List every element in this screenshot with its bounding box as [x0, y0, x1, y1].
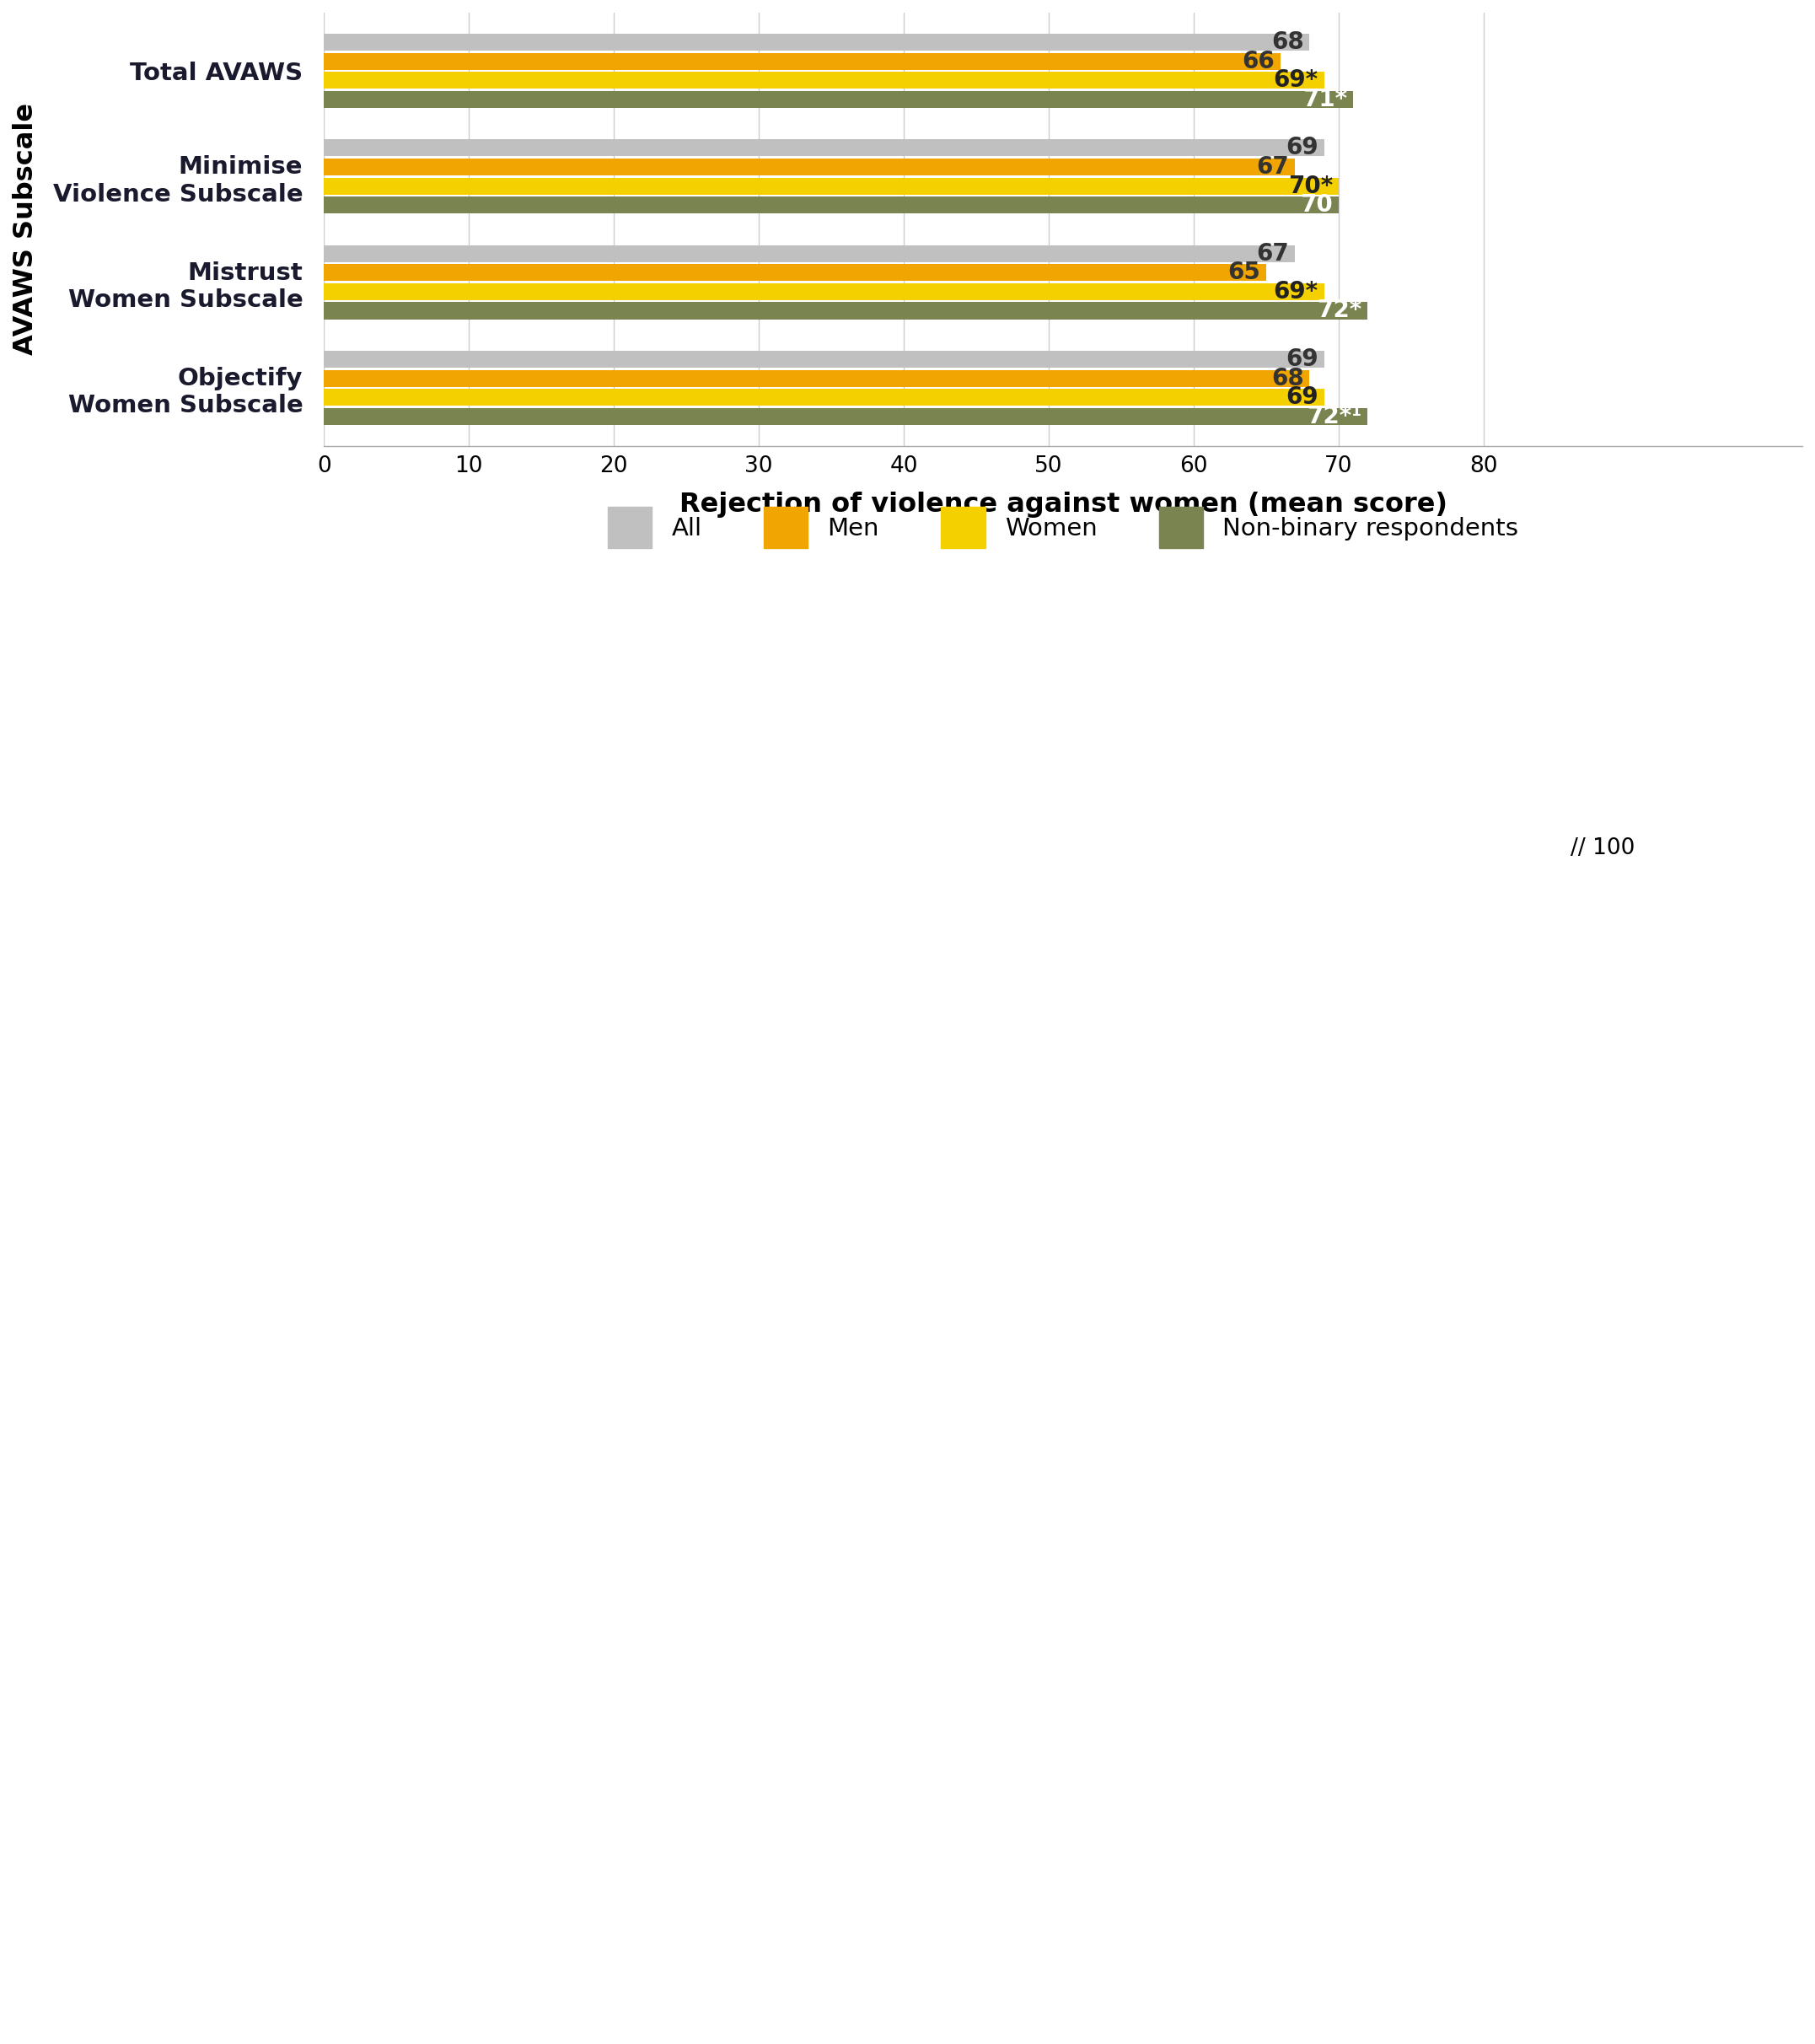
Bar	[323, 178, 1338, 194]
Text: 70*: 70*	[1289, 174, 1332, 198]
Text: 72*: 72*	[1318, 298, 1361, 323]
Y-axis label: AVAWS Subscale: AVAWS Subscale	[13, 104, 38, 356]
Text: 69: 69	[1285, 347, 1318, 372]
Bar	[323, 409, 1367, 425]
Bar	[323, 159, 1296, 176]
Bar	[323, 90, 1352, 108]
Text: 69: 69	[1285, 137, 1318, 159]
Text: 65: 65	[1227, 262, 1260, 284]
Bar	[323, 35, 1310, 51]
Bar	[323, 303, 1367, 319]
Text: 69: 69	[1285, 386, 1318, 409]
Bar	[323, 72, 1325, 88]
Text: 69*: 69*	[1274, 69, 1318, 92]
Text: 71*: 71*	[1303, 88, 1347, 110]
X-axis label: Rejection of violence against women (mean score): Rejection of violence against women (mea…	[679, 491, 1447, 517]
Bar	[323, 352, 1325, 368]
Text: 67: 67	[1256, 155, 1289, 178]
Text: 72*¹: 72*¹	[1307, 405, 1361, 429]
Bar	[323, 284, 1325, 300]
Text: 69*: 69*	[1274, 280, 1318, 303]
Bar	[323, 264, 1267, 282]
Text: 68: 68	[1270, 31, 1303, 53]
Bar	[323, 196, 1338, 213]
Bar	[323, 139, 1325, 157]
Text: 66: 66	[1241, 49, 1274, 74]
Bar	[323, 53, 1281, 69]
Text: 68: 68	[1270, 366, 1303, 390]
Bar	[323, 388, 1325, 407]
Text: 67: 67	[1256, 241, 1289, 266]
Legend: All, Men, Women, Non-binary respondents: All, Men, Women, Non-binary respondents	[597, 497, 1528, 558]
Bar	[323, 245, 1296, 262]
Bar	[323, 370, 1310, 386]
Text: 70: 70	[1300, 194, 1332, 217]
Text: // 100: // 100	[1570, 838, 1635, 858]
